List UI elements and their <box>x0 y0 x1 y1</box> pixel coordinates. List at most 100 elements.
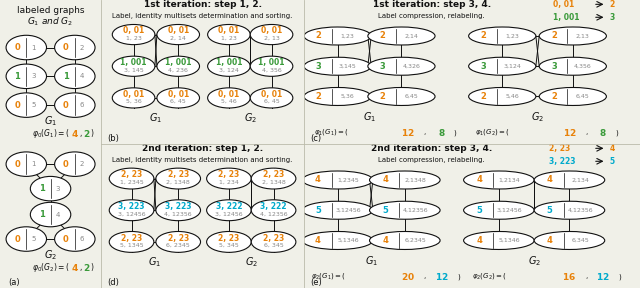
Text: $\mathbf{8}$: $\mathbf{8}$ <box>438 127 445 138</box>
Text: $\varphi_2(G_2) = ($: $\varphi_2(G_2) = ($ <box>472 272 507 281</box>
Ellipse shape <box>302 201 373 219</box>
Ellipse shape <box>302 171 373 189</box>
Text: 3: 3 <box>610 13 615 22</box>
Text: 1: 1 <box>39 210 45 219</box>
Ellipse shape <box>207 24 250 45</box>
Text: ): ) <box>90 129 93 139</box>
Ellipse shape <box>157 56 200 76</box>
Text: 5: 5 <box>31 236 36 242</box>
Text: 1: 1 <box>31 161 36 167</box>
Ellipse shape <box>250 56 293 76</box>
Text: 4: 4 <box>382 236 388 245</box>
Text: 0, 01: 0, 01 <box>123 26 144 35</box>
Text: 6, 2345: 6, 2345 <box>166 243 190 248</box>
Text: 4: 4 <box>476 236 482 245</box>
Ellipse shape <box>252 232 296 252</box>
Text: 5, 1345: 5, 1345 <box>120 243 143 248</box>
Ellipse shape <box>463 171 534 189</box>
Text: 2,13: 2,13 <box>576 33 590 39</box>
Text: 2: 2 <box>481 31 486 41</box>
Text: 5, 46: 5, 46 <box>221 99 237 104</box>
Text: 0: 0 <box>15 234 20 244</box>
Text: labeled graphs: labeled graphs <box>17 5 84 15</box>
Ellipse shape <box>207 88 250 108</box>
Text: 1st iteration: step 1, 2.: 1st iteration: step 1, 2. <box>143 0 262 9</box>
Ellipse shape <box>368 57 435 75</box>
Text: 2, 1348: 2, 1348 <box>262 180 285 185</box>
Text: 2: 2 <box>380 31 385 41</box>
Text: $\mathbf{4}$: $\mathbf{4}$ <box>71 128 79 139</box>
Text: Label compression, relabeling.: Label compression, relabeling. <box>378 157 485 163</box>
Text: $G_1$: $G_1$ <box>363 110 376 124</box>
Text: 2: 2 <box>80 161 84 167</box>
Ellipse shape <box>368 88 435 105</box>
Text: 0: 0 <box>15 43 20 52</box>
Text: 0: 0 <box>63 43 69 52</box>
Text: 5, 345: 5, 345 <box>219 243 239 248</box>
Text: 3, 223: 3, 223 <box>165 202 191 211</box>
Text: ,: , <box>424 130 426 135</box>
Text: ,: , <box>424 274 426 279</box>
Text: $G_2$: $G_2$ <box>531 110 544 124</box>
Text: 2, 23: 2, 23 <box>263 170 284 179</box>
Text: 0, 01: 0, 01 <box>123 90 144 99</box>
Text: 2,134: 2,134 <box>571 177 589 183</box>
Text: ,: , <box>80 263 82 272</box>
Text: 1: 1 <box>31 45 36 50</box>
Text: $G_1$: $G_1$ <box>44 115 57 128</box>
Text: 3: 3 <box>380 62 385 71</box>
Text: 0: 0 <box>15 160 20 169</box>
Text: 2,14: 2,14 <box>404 33 419 39</box>
Text: 2: 2 <box>80 45 84 50</box>
Text: 2, 23: 2, 23 <box>168 234 189 243</box>
Text: 4: 4 <box>80 73 84 79</box>
Text: 2nd iteration: step 3, 4.: 2nd iteration: step 3, 4. <box>371 144 492 153</box>
Text: 5,1346: 5,1346 <box>337 238 359 243</box>
Text: 5,46: 5,46 <box>506 94 519 99</box>
Text: 2, 1348: 2, 1348 <box>166 180 190 185</box>
Text: 2, 23: 2, 23 <box>218 170 239 179</box>
Text: ): ) <box>454 129 456 136</box>
Text: 2: 2 <box>551 31 557 41</box>
Text: 4,356: 4,356 <box>574 64 592 69</box>
Text: 3, 12456: 3, 12456 <box>215 211 243 217</box>
Text: ,: , <box>585 274 588 279</box>
Text: 6,45: 6,45 <box>576 94 589 99</box>
Text: 4: 4 <box>547 175 552 185</box>
Text: 4,12356: 4,12356 <box>403 208 428 213</box>
Text: 5, 36: 5, 36 <box>125 99 141 104</box>
Text: $G_1$ and $G_2$: $G_1$ and $G_2$ <box>28 15 74 28</box>
Text: 3, 124: 3, 124 <box>219 67 239 72</box>
Text: $\varphi_0(G_1) = ($: $\varphi_0(G_1) = ($ <box>31 127 70 141</box>
Ellipse shape <box>463 232 534 249</box>
Text: 1, 23: 1, 23 <box>125 36 141 41</box>
Ellipse shape <box>250 24 293 45</box>
Text: 4, 12356: 4, 12356 <box>164 211 192 217</box>
Text: $\mathbf{2}$: $\mathbf{2}$ <box>83 262 91 273</box>
Text: 3, 145: 3, 145 <box>124 67 143 72</box>
Text: 3,124: 3,124 <box>504 64 521 69</box>
Text: 0, 01: 0, 01 <box>261 90 282 99</box>
Text: 3, 222: 3, 222 <box>216 202 242 211</box>
Ellipse shape <box>252 168 296 189</box>
Text: 5: 5 <box>610 157 615 166</box>
Text: 5,36: 5,36 <box>341 94 355 99</box>
Text: 2: 2 <box>316 31 322 41</box>
Text: 2: 2 <box>481 92 486 101</box>
Text: 4: 4 <box>610 144 615 153</box>
Text: 4, 236: 4, 236 <box>168 67 188 72</box>
Text: 6,2345: 6,2345 <box>404 238 426 243</box>
Text: 0, 01: 0, 01 <box>553 0 574 9</box>
Text: 6, 45: 6, 45 <box>264 99 280 104</box>
Ellipse shape <box>156 200 200 221</box>
Text: 1, 001: 1, 001 <box>259 58 285 67</box>
Text: $G_1$: $G_1$ <box>148 255 161 269</box>
Ellipse shape <box>304 27 371 45</box>
Ellipse shape <box>54 35 95 60</box>
Text: 4, 356: 4, 356 <box>262 67 282 72</box>
Text: $\varphi_1(G_1) = ($: $\varphi_1(G_1) = ($ <box>314 128 349 137</box>
Text: $G_2$: $G_2$ <box>244 111 257 125</box>
Ellipse shape <box>6 64 47 89</box>
Ellipse shape <box>207 232 252 252</box>
Ellipse shape <box>30 176 71 201</box>
